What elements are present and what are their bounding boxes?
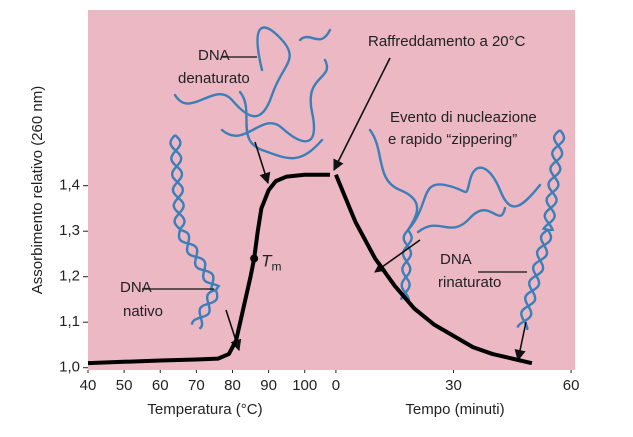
data-line [334,173,533,366]
helix-strand [520,129,566,331]
annotation: DNA [198,47,230,64]
helix-strand [169,134,217,325]
annotation: nativo [123,303,163,320]
x-tick-label: 50 [116,377,133,394]
helix-strand [170,134,221,330]
helices [169,129,566,331]
arrow [225,309,242,352]
annotation: Raffreddamento a 20°C [368,33,526,50]
x-tick-label: 30 [445,377,462,394]
x-tick-label: 0 [332,377,340,394]
illustrations [173,26,542,234]
x-tick-label: 70 [188,377,205,394]
y-tick-label: 1,1 [59,313,80,330]
arrow [254,141,271,185]
x-axis-label: Tempo (minuti) [405,401,504,418]
tm-point [250,254,259,263]
x-tick-label: 60 [152,377,169,394]
annotation: DNA [440,251,472,268]
plot-area [88,10,575,370]
helix-strand [399,229,413,301]
x-axis-label: Temperatura (°C) [147,401,262,418]
annotation: rinaturato [438,274,501,291]
x-tick-label: 60 [563,377,580,394]
y-tick-label: 1,3 [59,222,80,239]
y-tick-label: 1,4 [59,177,80,194]
y-axis-label: Assorbimento relativo (260 nm) [29,86,46,294]
x-tick-label: 80 [224,377,241,394]
arrow [333,57,391,172]
tm-subscript: m [272,260,282,274]
data-line [87,172,330,366]
tm-symbol: T [261,252,273,271]
helix-strand [400,229,413,301]
annotation: DNA [120,279,152,296]
arrow [514,321,527,362]
y-tick-label: 1,0 [59,359,80,376]
y-tick-label: 1,2 [59,268,80,285]
annotation: Evento di nucleazione [390,109,537,126]
x-tick-label: 100 [292,377,317,394]
annotation: denaturato [178,70,250,87]
x-tick-label: 40 [80,377,97,394]
tm-label: Tm [261,252,281,274]
x-tick-label: 90 [260,377,277,394]
annotation: e rapido “zippering” [388,131,517,148]
